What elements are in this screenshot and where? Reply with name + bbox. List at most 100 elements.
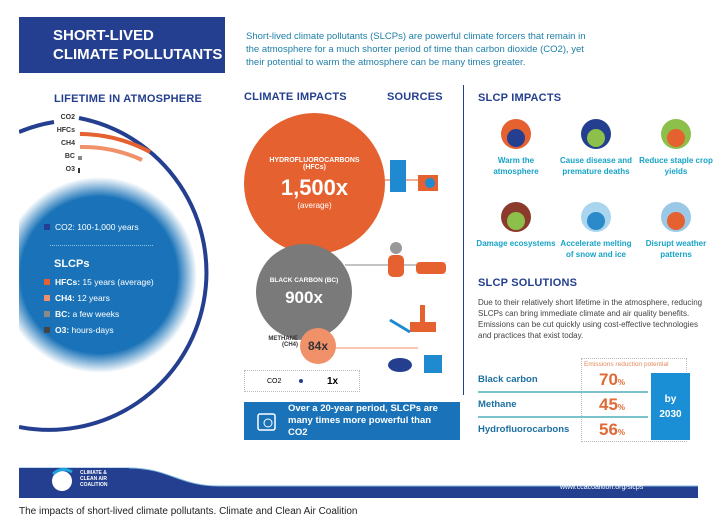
value: 70 — [599, 370, 618, 389]
unit: % — [617, 403, 626, 412]
globe-logo-icon — [52, 467, 73, 491]
lifetime-item: O3: hours-days — [44, 325, 154, 335]
waste-bin-icon — [424, 355, 442, 373]
solution-row-name: Black carbon — [478, 374, 538, 385]
solution-row-name: Methane — [478, 399, 517, 410]
swatch — [44, 311, 50, 317]
unit: % — [617, 428, 626, 437]
callout-box: Over a 20-year period, SLCPs are many ti… — [244, 402, 460, 440]
arc-label: CH4 — [60, 140, 75, 147]
hfc-value: 1,500x — [280, 175, 349, 200]
sources-heading: SOURCES — [387, 91, 443, 103]
slcp-impact-label: Warm the atmosphere — [493, 156, 539, 176]
co2-value: 1x — [327, 375, 339, 387]
footer-logo-bg — [19, 468, 129, 497]
title-box: SHORT-LIVED CLIMATE POLLUTANTS — [19, 17, 225, 73]
title-line: SHORT-LIVED — [53, 27, 154, 44]
bc-value: 900x — [285, 287, 323, 307]
source-connectors — [335, 160, 446, 373]
slcps-heading: SLCPs — [54, 258, 90, 270]
methane-label: METHANE (CH4) — [256, 336, 298, 348]
climate-impacts-heading: CLIMATE IMPACTS — [244, 91, 347, 103]
row-divider — [478, 391, 648, 393]
bc-circle: BLACK CARBON (BC) 900x — [256, 244, 352, 340]
hfc-circle: HYDROFLUOROCARBONS (HFCs) 1,500x (averag… — [244, 113, 385, 254]
trees-icon — [501, 202, 531, 232]
footer-band — [19, 467, 698, 498]
value: 45 — [599, 395, 618, 414]
lifetime-rings — [19, 116, 209, 432]
solution-row-value: 45% — [599, 395, 625, 415]
co2-dot — [299, 379, 303, 383]
methane-name: METHANE — [268, 336, 298, 342]
lifetime-item-value: hours-days — [71, 325, 114, 335]
slcp-impact-item: Reduce staple crop yields — [636, 112, 716, 177]
lifetime-item: HFCs: 15 years (average) — [44, 277, 154, 287]
callout-text: Over a 20-year period, SLCPs are many ti… — [288, 403, 438, 438]
solution-row-name: Hydrofluorocarbons — [478, 424, 570, 435]
slcp-impact-item: Accelerate melting of snow and ice — [556, 195, 636, 260]
slcp-impact-label: Disrupt weather patterns — [645, 239, 707, 259]
bc-name: BLACK CARBON (BC) — [269, 276, 339, 284]
arc-label: BC — [64, 153, 75, 160]
slcp-solutions-heading: SLCP SOLUTIONS — [478, 277, 578, 289]
slcp-impact-item: Warm the atmosphere — [476, 112, 556, 177]
arc-label: HFCs — [56, 127, 75, 134]
iceberg-icon — [581, 202, 611, 232]
by-2030-badge: by 2030 — [651, 373, 690, 440]
co2-lifetime-text: CO2: 100-1,000 years — [55, 222, 139, 232]
slcp-impact-label: Accelerate melting of snow and ice — [560, 239, 632, 259]
footer-logo-text: CLIMATE & CLEAN AIR COALITION — [80, 470, 108, 488]
co2-name: CO2 — [267, 377, 282, 385]
year-label: 2030 — [659, 408, 682, 420]
co2-box: CO2 1x — [244, 370, 360, 392]
slcp-impact-item: Disrupt weather patterns — [636, 195, 716, 260]
lifetime-item-value: 15 years (average) — [82, 277, 154, 287]
arc-label: CO2 — [60, 114, 75, 121]
table-header: Emissions reduction potential — [584, 361, 669, 368]
solutions-text: Due to their relatively short lifetime i… — [478, 298, 703, 340]
swatch — [44, 279, 50, 285]
lifetime-item-name: BC: — [55, 309, 71, 319]
lifetime-item-value: 12 years — [77, 293, 110, 303]
calendar-clock-icon — [257, 413, 276, 431]
lifetime-item-name: CH4: — [55, 293, 75, 303]
swatch — [44, 327, 50, 333]
lifetime-item-name: HFCs: — [55, 277, 81, 287]
car-icon — [416, 262, 446, 274]
hfc-name: HYDROFLUOROCARBONS — [269, 157, 360, 164]
solution-row-value: 56% — [599, 420, 625, 440]
oil-rig-icon — [389, 305, 436, 334]
slcp-impact-label: Reduce staple crop yields — [639, 156, 713, 176]
solution-row-value: 70% — [599, 370, 625, 390]
cow-icon — [388, 358, 412, 372]
hfc-abbr: (HFCs) — [303, 164, 326, 171]
by-label: by — [664, 393, 677, 405]
row-divider — [478, 416, 648, 418]
lifetime-item-value: a few weeks — [72, 309, 120, 319]
weather-icon — [661, 202, 691, 232]
caption: The impacts of short-lived climate pollu… — [19, 506, 358, 517]
title-line: CLIMATE POLLUTANTS — [53, 46, 223, 63]
arc-label: O3 — [65, 166, 75, 173]
lifetime-heading: LIFETIME IN ATMOSPHERE — [54, 93, 203, 105]
slcp-impact-label: Cause disease and premature deaths — [559, 156, 633, 176]
crop-icon — [661, 119, 691, 149]
intro-text: Short-lived climate pollutants (SLCPs) a… — [246, 31, 586, 68]
lifetime-item-name: O3: — [55, 325, 70, 335]
footer-url[interactable]: www.ccacoalition.org/slcps — [560, 484, 644, 491]
value: 56 — [599, 420, 618, 439]
methane-abbr: (CH4) — [282, 342, 298, 348]
divider — [463, 85, 464, 395]
lifetime-item: CH4: 12 years — [44, 293, 154, 303]
hfc-note: (average) — [297, 201, 332, 210]
slcp-impact-item: Cause disease and premature deaths — [556, 112, 636, 177]
swatch — [44, 295, 50, 301]
lifetime-item: BC: a few weeks — [44, 309, 154, 319]
slcp-impacts-heading: SLCP IMPACTS — [478, 92, 562, 104]
skull-icon — [581, 119, 611, 149]
refrigerator-icon — [390, 160, 406, 192]
co2-lifetime: CO2: 100-1,000 years — [44, 222, 139, 232]
lifetime-list: HFCs: 15 years (average) CH4: 12 years BC:… — [44, 277, 154, 341]
slcp-impact-label: Damage ecosystems — [476, 239, 556, 248]
